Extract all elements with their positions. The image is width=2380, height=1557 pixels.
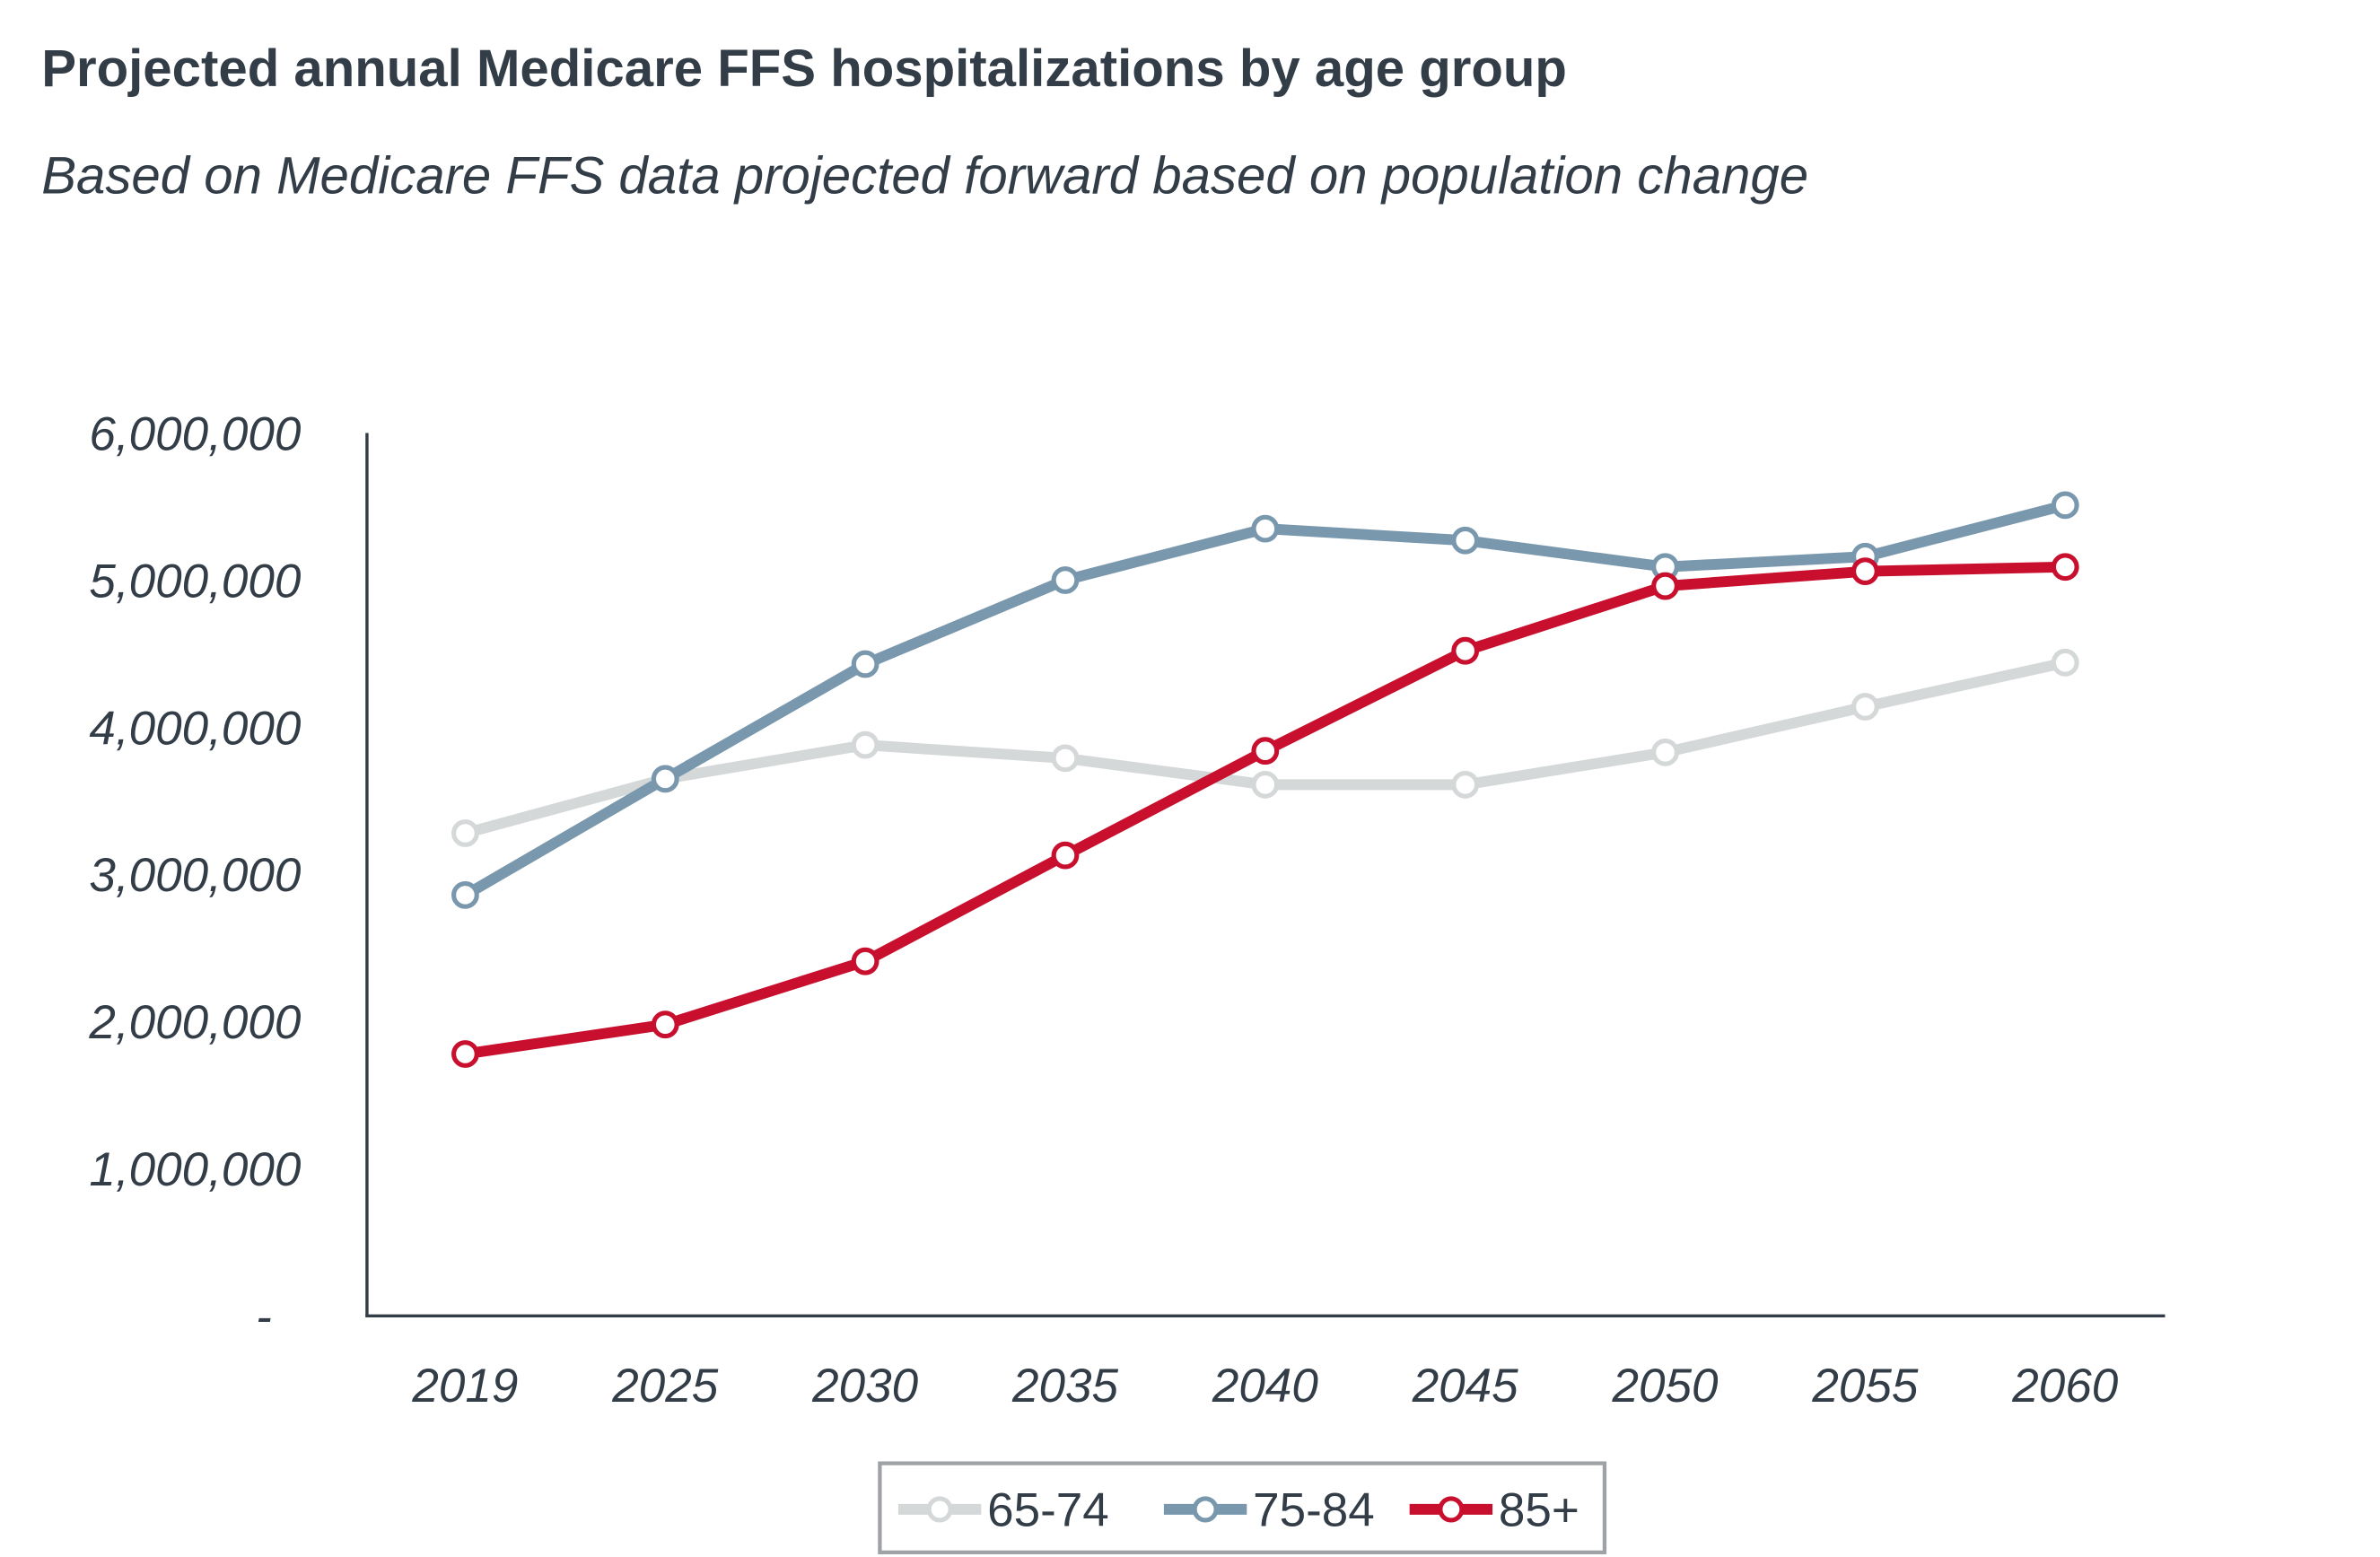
data-point bbox=[851, 650, 879, 678]
y-tick-label: 2,000,000 bbox=[88, 996, 301, 1049]
data-point bbox=[1251, 514, 1280, 543]
x-tick-label: 2025 bbox=[611, 1360, 718, 1413]
y-tick-label: 4,000,000 bbox=[89, 702, 301, 755]
data-point bbox=[651, 1010, 679, 1039]
x-tick-label: 2035 bbox=[1011, 1360, 1118, 1413]
legend-label: 75-84 bbox=[1253, 1484, 1375, 1537]
legend-marker bbox=[926, 1496, 953, 1523]
data-point bbox=[1051, 841, 1080, 870]
x-tick-label: 2045 bbox=[1412, 1360, 1518, 1413]
data-point bbox=[851, 947, 879, 975]
legend-item: 85+ bbox=[1409, 1484, 1579, 1537]
data-point bbox=[1051, 744, 1080, 773]
y-tick-label: 3,000,000 bbox=[89, 849, 301, 902]
data-point bbox=[1251, 771, 1280, 799]
data-point bbox=[451, 819, 479, 847]
x-tick-label: 2055 bbox=[1811, 1360, 1918, 1413]
data-point bbox=[1251, 737, 1280, 765]
data-point bbox=[2051, 491, 2079, 520]
x-tick-label: 2019 bbox=[411, 1360, 518, 1413]
legend-item: 75-84 bbox=[1163, 1484, 1375, 1537]
y-tick-label: 6,000,000 bbox=[89, 407, 301, 460]
series-line bbox=[464, 561, 2066, 1060]
y-tick-label: - bbox=[256, 1290, 272, 1343]
data-point bbox=[1451, 636, 1480, 665]
data-point bbox=[2051, 553, 2079, 582]
x-tick-label: 2050 bbox=[1612, 1360, 1719, 1413]
y-tick-label: 1,000,000 bbox=[89, 1143, 301, 1196]
data-point bbox=[1651, 572, 1679, 600]
data-point bbox=[651, 765, 679, 793]
data-point bbox=[1651, 738, 1679, 766]
legend-label: 85+ bbox=[1499, 1484, 1579, 1537]
data-point bbox=[1851, 693, 1879, 721]
legend-marker bbox=[1192, 1496, 1219, 1523]
legend: 65-74 75-84 85+ bbox=[878, 1461, 1607, 1554]
data-point bbox=[851, 730, 879, 759]
data-point bbox=[451, 880, 479, 909]
legend-marker bbox=[1438, 1496, 1465, 1523]
data-point bbox=[1051, 566, 1080, 594]
x-tick-label: 2030 bbox=[811, 1360, 918, 1413]
data-point bbox=[1451, 526, 1480, 555]
chart-subtitle: Based on Medicare FFS data projected for… bbox=[41, 147, 1808, 206]
data-point bbox=[451, 1040, 479, 1068]
series-85+ bbox=[451, 553, 2079, 1068]
x-tick-label: 2040 bbox=[1212, 1360, 1318, 1413]
legend-item: 65-74 bbox=[897, 1484, 1109, 1537]
series-line bbox=[462, 500, 2067, 900]
data-point bbox=[2051, 648, 2079, 677]
legend-label: 65-74 bbox=[987, 1484, 1109, 1537]
data-point bbox=[1451, 771, 1480, 799]
chart-title: Projected annual Medicare FFS hospitaliz… bbox=[41, 39, 1567, 98]
series-75-84 bbox=[451, 491, 2079, 909]
y-tick-label: 5,000,000 bbox=[89, 555, 301, 608]
x-tick-label: 2060 bbox=[2011, 1360, 2118, 1413]
series-65-74 bbox=[451, 648, 2079, 847]
data-point bbox=[1851, 557, 1879, 586]
